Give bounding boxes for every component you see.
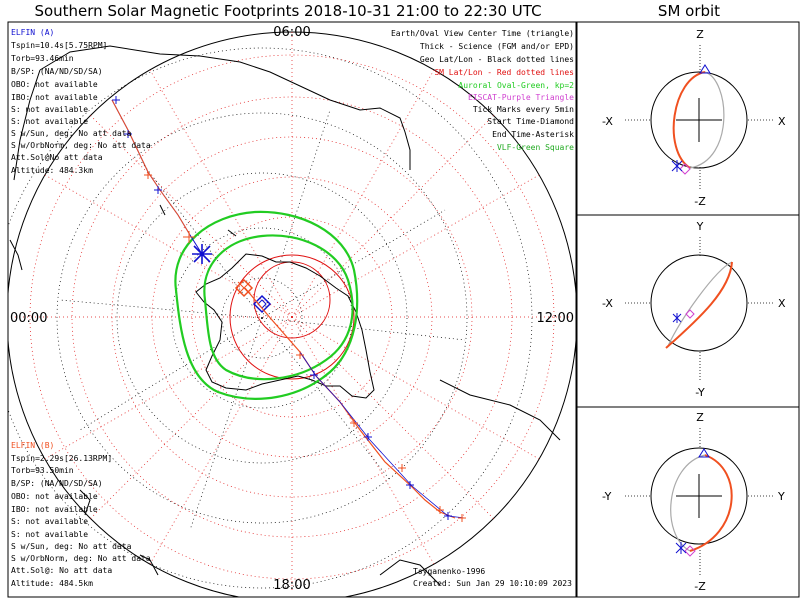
legend-item: End Time-Asterisk — [492, 130, 574, 139]
elfin-b-line: OBO: not available — [11, 492, 98, 501]
elfin-b-start-cross — [237, 281, 251, 295]
elfin-b-line: S: not available — [11, 530, 88, 539]
axis-label-right: X — [778, 115, 786, 128]
legend-item: Earth/Oval View Center Time (triangle) — [391, 29, 574, 38]
legend-item: Tick Marks every 5min — [473, 105, 574, 114]
plot-title: Southern Solar Magnetic Footprints 2018-… — [34, 2, 542, 20]
sm-orbit-xy: Y -Y -X X — [602, 220, 786, 399]
pole-diamond — [252, 294, 272, 314]
elfin-a-end-asterisk — [192, 244, 212, 264]
geo-meridians — [59, 109, 466, 531]
created-credit: Created: Sun Jan 29 10:10:09 2023 — [413, 579, 572, 588]
coastlines — [9, 45, 561, 586]
polar-map — [8, 30, 576, 597]
clock-label-bottom: 18:00 — [273, 578, 310, 593]
axis-label-bottom: -Z — [694, 195, 706, 208]
axis-label-left: -X — [602, 115, 613, 128]
elfin-b-line: B/SP: (NA/ND/SD/SA) — [11, 479, 103, 488]
map-frame — [7, 21, 577, 598]
legend-item: Geo Lat/Lon - Black dotted lines — [420, 55, 574, 64]
elfin-b-line: S w/Sun, deg: No att data — [11, 542, 132, 551]
auroral-oval-inner — [203, 234, 354, 381]
elfin-b-line: Tspin=2.29s[26.13RPM] — [11, 454, 112, 463]
elfin-a-info: ELFIN (A) Tspin=10.4s[5.75RPM] Torb=93.4… — [11, 28, 151, 175]
sm-orbit-yz: Z -Z -Y Y — [602, 411, 785, 593]
legend: Earth/Oval View Center Time (triangle) T… — [391, 29, 574, 152]
axis-label-right: X — [778, 297, 786, 310]
elfin-b-start-diamond — [234, 278, 254, 298]
elfin-b-line: Altitude: 484.5km — [11, 579, 93, 588]
sm-pole-circle-inner — [253, 261, 331, 339]
sm-orbit-title: SM orbit — [657, 2, 721, 20]
elfin-b-info: ELFIN (B) Tspin=2.29s[26.13RPM] Torb=93.… — [11, 441, 151, 588]
elfin-b-line: Att.Sol@: No att data — [11, 566, 112, 575]
elfin-b-line: S: not available — [11, 517, 88, 526]
elfin-b-track-lower — [244, 287, 456, 519]
sm-orbit-xz: Z -Z -X X — [602, 28, 786, 208]
elfin-a-line: IBO: not available — [11, 93, 98, 102]
axis-label-top: Z — [696, 411, 704, 424]
legend-item: Start Time-Diamond — [487, 117, 574, 126]
elfin-b-track-upper — [111, 99, 191, 236]
elfin-a-name: ELFIN (A) — [11, 28, 54, 37]
auroral-oval-outer — [174, 210, 359, 400]
elfin-a-line: S w/Sun, deg: No att data — [11, 129, 132, 138]
elfin-a-line: OBO: not available — [11, 80, 98, 89]
elfin-b-line: Torb=93.50min — [11, 466, 74, 475]
axis-label-right: Y — [777, 490, 785, 503]
legend-item: EISCAT-Purple Triangle — [468, 93, 574, 102]
axis-label-bottom: -Y — [695, 386, 705, 399]
axis-label-bottom: -Z — [694, 580, 706, 593]
sm-panel-frame-3 — [576, 406, 800, 598]
elfin-a-line: Tspin=10.4s[5.75RPM] — [11, 41, 107, 50]
elfin-a-line: S: not available — [11, 105, 88, 114]
legend-item: SM Lat/Lon - Red dotted lines — [434, 68, 574, 77]
elfin-a-line: B/SP: (NA/ND/SD/SA) — [11, 67, 103, 76]
axis-label-top: Y — [696, 220, 704, 233]
elfin-a-ticks — [112, 96, 452, 520]
clock-label-top: 06:00 — [273, 25, 310, 40]
clock-label-right: 12:00 — [537, 311, 574, 326]
legend-item: Auroral Oval-Green, kp=2 — [458, 81, 574, 90]
elfin-b-name: ELFIN (B) — [11, 441, 54, 450]
clock-label-left: 00:00 — [10, 311, 47, 326]
model-credit: Tsyganenko-1996 — [413, 567, 485, 576]
sm-meridians — [10, 30, 576, 590]
elfin-b-line: IBO: not available — [11, 505, 98, 514]
elfin-a-line: S w/OrbNorm, deg: No att data — [11, 141, 151, 150]
legend-item: VLF-Green Square — [497, 143, 574, 152]
elfin-a-line: S: not available — [11, 117, 88, 126]
elfin-a-line: Altitude: 484.3km — [11, 166, 93, 175]
elfin-b-line: S w/OrbNorm, deg: No att data — [11, 554, 151, 563]
sm-pole-circle-outer — [229, 254, 355, 380]
elfin-a-line: Torb=93.46min — [11, 54, 74, 63]
elfin-b-ticks — [144, 171, 466, 522]
legend-item: Thick - Science (FGM and/or EPD) — [420, 42, 574, 51]
axis-label-left: -Y — [602, 490, 612, 503]
elfin-a-line: Att.Sol@No att data — [11, 153, 103, 162]
axis-label-left: -X — [602, 297, 613, 310]
axis-label-top: Z — [696, 28, 704, 41]
